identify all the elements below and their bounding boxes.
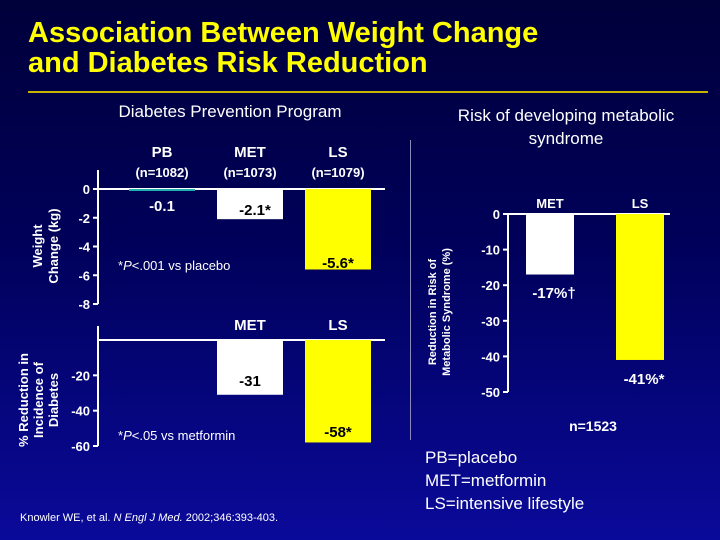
- diabetes-chart-annotation: *P<.05 vs metformin: [118, 428, 235, 443]
- metabolic-chart-y-tick-label: -40: [481, 349, 500, 364]
- weight-chart-category-label: LS: [328, 144, 347, 161]
- metabolic-chart-y-axis-label: Reduction in Risk of: [427, 258, 439, 365]
- legend-placebo: PB=placebo: [425, 448, 518, 467]
- diabetes-chart-bar-ls: [305, 340, 371, 443]
- metabolic-chart-y-tick-label: -20: [481, 278, 500, 293]
- weight-chart-y-tick-label: -4: [78, 240, 90, 255]
- diabetes-chart-annotation-text: <.05 vs metformin: [132, 428, 236, 443]
- weight-chart-category-label: MET: [234, 144, 266, 161]
- diabetes-chart-data-label: -31: [239, 373, 261, 390]
- weight-chart-y-tick-label: -8: [78, 297, 90, 312]
- weight-chart-data-label: -5.6*: [322, 255, 354, 272]
- metabolic-chart-data-label: -17%†: [532, 285, 575, 302]
- legend: PB=placebo MET=metformin LS=intensive li…: [425, 446, 584, 515]
- weight-chart-annotation-text: <.001 vs placebo: [132, 258, 231, 273]
- diabetes-chart-bar-met: [217, 340, 283, 395]
- weight-chart-category-sublabel: (n=1073): [223, 165, 276, 180]
- metabolic-chart-y-tick-label: -50: [481, 385, 500, 400]
- weight-chart-bar-ls: [305, 189, 371, 270]
- weight-chart-data-label: -0.1: [149, 198, 175, 215]
- metabolic-chart-category-label: LS: [632, 196, 649, 211]
- metabolic-chart-y-tick-label: -10: [481, 243, 500, 258]
- right-subtitle-line-2: syndrome: [528, 129, 604, 148]
- citation-journal: N Engl J Med.: [113, 512, 183, 524]
- diabetes-chart-data-label: -58*: [324, 424, 352, 441]
- legend-lifestyle: LS=intensive lifestyle: [425, 494, 585, 513]
- metabolic-chart-bar-met: [526, 214, 574, 275]
- weight-chart-y-tick-label: -2: [78, 211, 90, 226]
- weight-chart-bar-met: [217, 189, 283, 220]
- citation-details: 2002;346:393-403.: [182, 512, 279, 524]
- metabolic-chart-category-label: MET: [536, 196, 564, 211]
- metabolic-chart-y-axis-label: Metabolic Syndrome (%): [441, 248, 453, 376]
- diabetes-chart-annotation-prefix: *: [118, 428, 123, 443]
- metabolic-chart-data-label: -41%*: [624, 371, 665, 388]
- diabetes-chart-y-tick-label: -40: [71, 404, 90, 419]
- weight-chart-category-sublabel: (n=1082): [135, 165, 188, 180]
- right-subtitle-line-1: Risk of developing metabolic: [457, 106, 675, 125]
- legend-metformin: MET=metformin: [425, 471, 547, 490]
- metabolic-chart-bar-ls: [616, 214, 664, 360]
- title-line-2: and Diabetes Risk Reduction: [28, 47, 428, 79]
- weight-chart-annotation: *P<.001 vs placebo: [118, 258, 230, 273]
- diabetes-chart-y-tick-label: -60: [71, 439, 90, 454]
- slide-title: Association Between Weight Change and Di…: [28, 18, 708, 78]
- diabetes-chart-y-axis-label: Diabetes: [46, 373, 61, 427]
- title-divider: [28, 91, 708, 93]
- left-subtitle: Diabetes Prevention Program: [118, 102, 342, 121]
- metabolic-chart-footnote: n=1523: [569, 418, 617, 434]
- metabolic-chart-y-tick-label: -30: [481, 314, 500, 329]
- weight-chart-bar-pb: [129, 189, 195, 191]
- weight-chart-data-label: -2.1*: [239, 202, 271, 219]
- panel-divider: [410, 140, 411, 440]
- weight-chart-annotation-prefix: *: [118, 258, 123, 273]
- weight-chart-category-sublabel: (n=1079): [311, 165, 364, 180]
- weight-chart-y-tick-label: 0: [83, 182, 90, 197]
- diabetes-chart-y-axis-label: Incidence of: [31, 361, 46, 438]
- weight-chart-annotation-italic: P: [123, 258, 132, 273]
- citation: Knowler WE, et al. N Engl J Med. 2002;34…: [20, 512, 278, 524]
- diabetes-chart-category-label: LS: [328, 317, 347, 334]
- weight-chart-category-label: PB: [152, 144, 173, 161]
- weight-chart-y-axis-label: Change (kg): [46, 208, 61, 283]
- diabetes-chart-y-axis-label: % Reduction in: [16, 353, 31, 447]
- weight-chart-y-tick-label: -6: [78, 268, 90, 283]
- weight-chart-y-axis-label: Weight: [30, 224, 45, 268]
- title-line-1: Association Between Weight Change: [28, 17, 539, 49]
- diabetes-chart-annotation-italic: P: [123, 428, 132, 443]
- diabetes-chart-category-label: MET: [234, 317, 266, 334]
- right-subtitle: Risk of developing metabolic syndrome: [428, 104, 704, 150]
- metabolic-chart-y-tick-label: 0: [493, 207, 500, 222]
- citation-authors: Knowler WE, et al.: [20, 512, 114, 524]
- diabetes-chart-y-tick-label: -20: [71, 368, 90, 383]
